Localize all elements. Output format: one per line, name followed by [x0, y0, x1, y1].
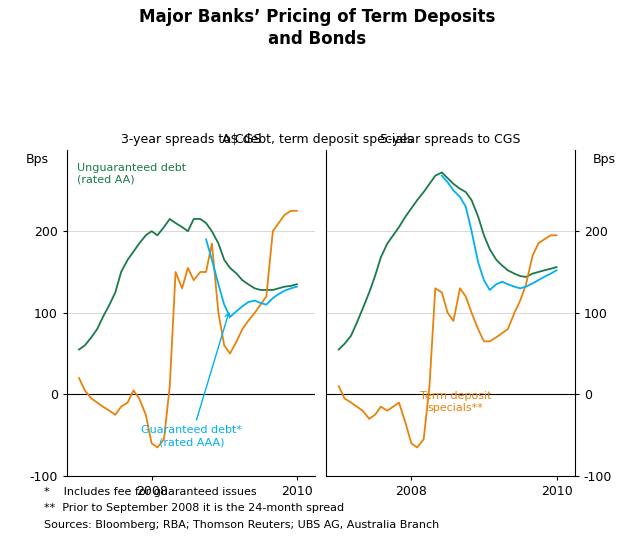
Text: A$ debt, term deposit specials: A$ debt, term deposit specials	[222, 133, 413, 146]
Text: *    Includes fee for guaranteed issues: * Includes fee for guaranteed issues	[44, 487, 257, 497]
Text: Unguaranteed debt
(rated AA): Unguaranteed debt (rated AA)	[77, 163, 185, 184]
Text: Term deposit
specials**: Term deposit specials**	[420, 391, 491, 413]
Text: Major Banks’ Pricing of Term Deposits
and Bonds: Major Banks’ Pricing of Term Deposits an…	[139, 8, 496, 48]
Text: 5-year spreads to CGS: 5-year spreads to CGS	[380, 133, 521, 146]
Text: 3-year spreads to CGS: 3-year spreads to CGS	[121, 133, 261, 146]
Text: **  Prior to September 2008 it is the 24-month spread: ** Prior to September 2008 it is the 24-…	[44, 503, 345, 513]
Text: Guaranteed debt*
(rated AAA): Guaranteed debt* (rated AAA)	[141, 313, 242, 447]
Y-axis label: Bps: Bps	[25, 153, 48, 166]
Text: Sources: Bloomberg; RBA; Thomson Reuters; UBS AG, Australia Branch: Sources: Bloomberg; RBA; Thomson Reuters…	[44, 520, 439, 529]
Y-axis label: Bps: Bps	[593, 153, 616, 166]
